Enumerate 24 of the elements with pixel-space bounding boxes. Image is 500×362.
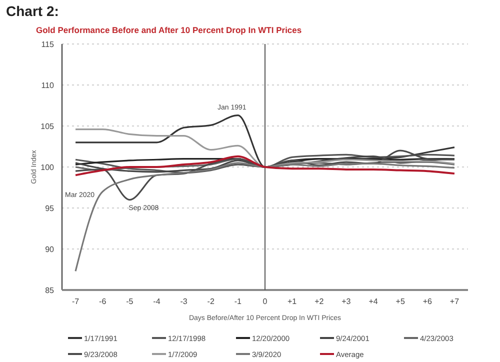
x-tick-label: +1 [288, 297, 298, 306]
y-tick-label: 85 [45, 286, 55, 295]
x-tick-label: +7 [450, 297, 460, 306]
x-tick-label: +2 [314, 297, 324, 306]
x-tick-label: -3 [180, 297, 188, 306]
chart-title: Chart 2: [6, 3, 59, 19]
x-tick-label: +4 [368, 297, 378, 306]
y-tick-label: 90 [45, 245, 55, 254]
y-tick-label: 105 [40, 122, 55, 131]
x-tick-label: -5 [126, 297, 134, 306]
x-tick-label: -2 [207, 297, 215, 306]
y-tick-label: 100 [40, 163, 55, 172]
x-tick-label: -6 [99, 297, 107, 306]
y-tick-label: 95 [45, 204, 55, 213]
y-tick-label: 115 [41, 40, 55, 49]
chart-subtitle: Gold Performance Before and After 10 Percent Drop In WTI Prices [36, 25, 302, 35]
x-tick-label: -4 [153, 297, 161, 306]
x-tick-label: +3 [342, 297, 352, 306]
y-tick-label: 110 [41, 81, 55, 90]
x-tick-label: -7 [72, 297, 80, 306]
x-tick-label: 0 [262, 297, 268, 306]
x-tick-label: +6 [422, 297, 433, 306]
x-tick-label: -1 [234, 297, 242, 306]
x-tick-label: +5 [396, 297, 406, 306]
